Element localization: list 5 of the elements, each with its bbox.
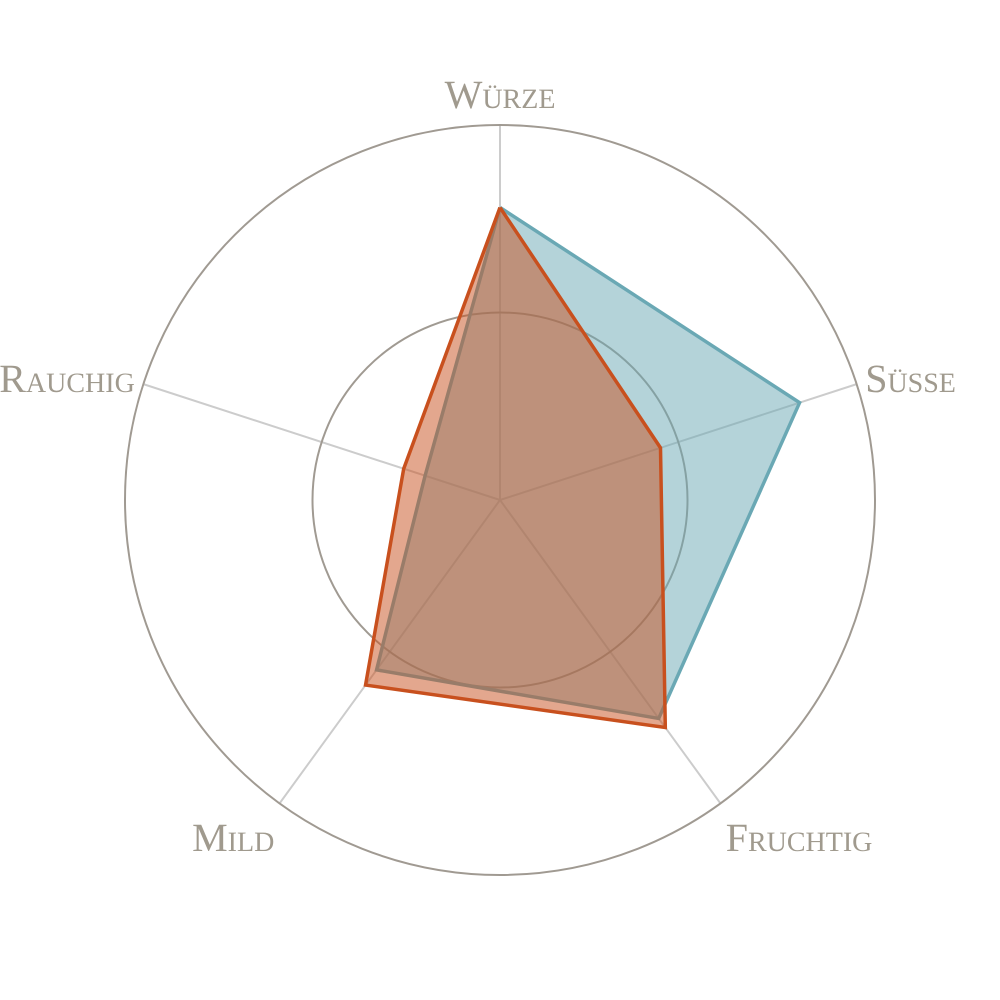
spoke-label: Rauchig (0, 356, 135, 402)
spoke-label: Fruchtig (726, 815, 872, 860)
spoke-label: Würze (444, 72, 556, 117)
spoke-label: Mild (192, 815, 274, 860)
spoke-label: Süße (865, 356, 956, 402)
